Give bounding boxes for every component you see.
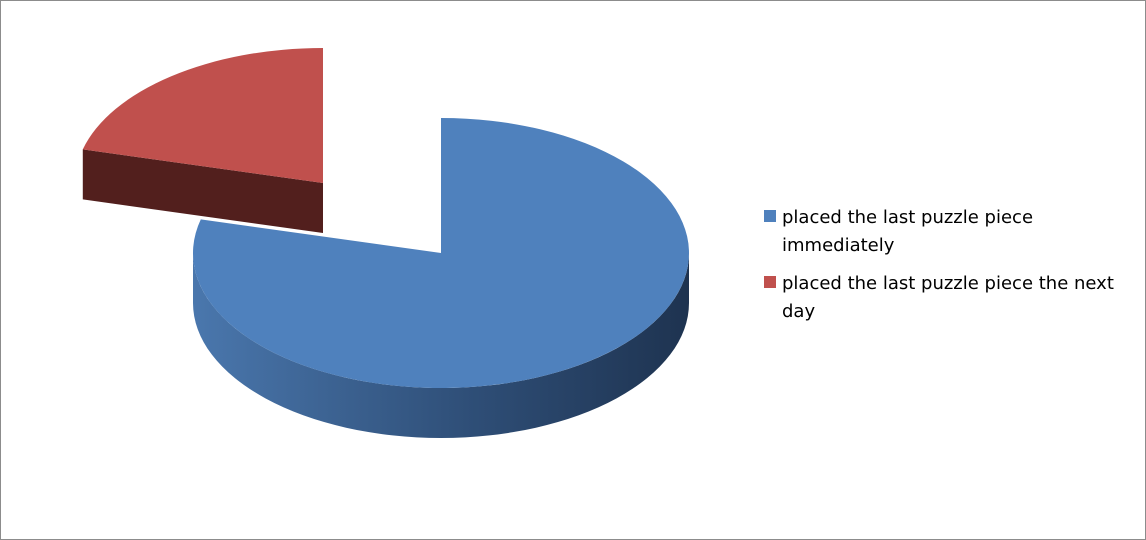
legend-label: placed the last puzzle piece immediately bbox=[782, 207, 1034, 256]
legend-label: placed the last puzzle piece the next da… bbox=[782, 273, 1114, 322]
pie-slice-1-side bbox=[193, 253, 689, 438]
pie-slice-1 bbox=[193, 118, 689, 438]
legend-swatch bbox=[764, 210, 776, 222]
pie-slice-2 bbox=[82, 48, 323, 233]
pie-slice-2-top bbox=[82, 48, 323, 183]
legend-item: placed the last puzzle piece immediately bbox=[764, 204, 1134, 260]
legend-item: placed the last puzzle piece the next da… bbox=[764, 270, 1134, 326]
pie-slice-1-top bbox=[193, 118, 689, 388]
legend-swatch bbox=[764, 276, 776, 288]
pie-slice-2-side bbox=[82, 149, 323, 233]
legend: placed the last puzzle piece immediately… bbox=[764, 204, 1134, 336]
